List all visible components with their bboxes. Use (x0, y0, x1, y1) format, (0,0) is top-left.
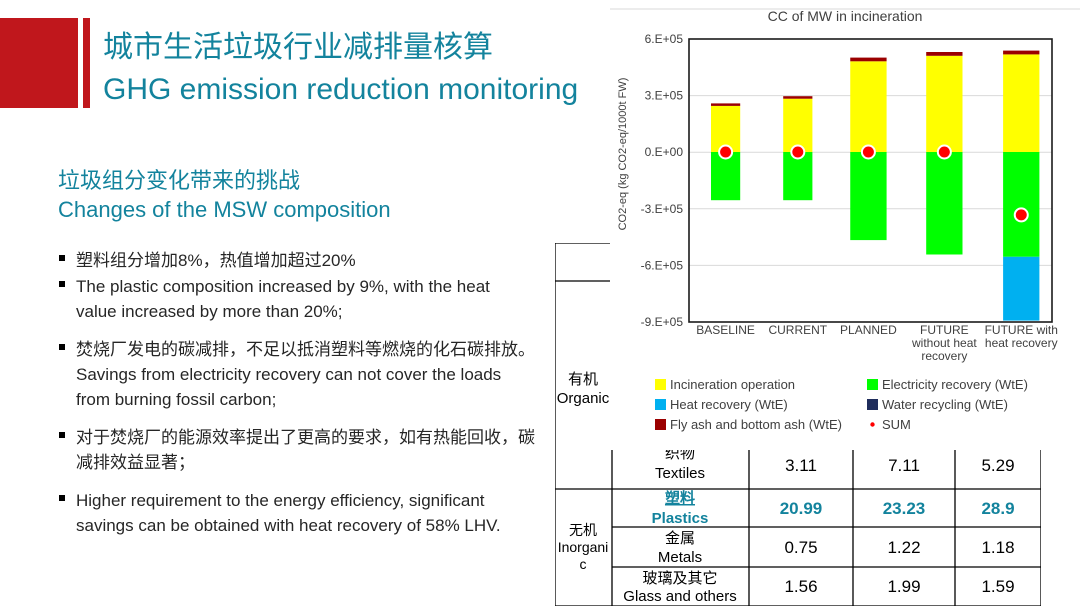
svg-text:7.11: 7.11 (888, 456, 920, 475)
svg-text:5.29: 5.29 (981, 456, 1014, 475)
svg-text:recovery: recovery (921, 349, 967, 363)
svg-text:heat recovery: heat recovery (985, 336, 1058, 350)
svg-text:20.99: 20.99 (780, 499, 823, 518)
svg-text:1.18: 1.18 (981, 538, 1014, 557)
svg-text:Heat recovery (WtE): Heat recovery (WtE) (670, 397, 788, 412)
svg-text:Inorgani: Inorgani (558, 539, 609, 555)
svg-text:without heat: without heat (911, 336, 977, 350)
svg-text:1.99: 1.99 (887, 577, 920, 596)
svg-text:-9.E+05: -9.E+05 (641, 315, 684, 329)
svg-text:Textiles: Textiles (655, 465, 705, 482)
svg-text:BASELINE: BASELINE (696, 323, 755, 337)
svg-text:Water recycling (WtE): Water recycling (WtE) (882, 397, 1008, 412)
svg-text:3.E+05: 3.E+05 (645, 89, 684, 103)
svg-text:PLANNED: PLANNED (840, 323, 897, 337)
svg-text:CURRENT: CURRENT (768, 323, 827, 337)
svg-text:1.22: 1.22 (887, 538, 920, 557)
svg-text:Plastics: Plastics (652, 510, 709, 527)
svg-text:3.11: 3.11 (785, 456, 817, 475)
svg-text:FUTURE: FUTURE (920, 323, 969, 337)
svg-text:Electricity recovery (WtE): Electricity recovery (WtE) (882, 377, 1028, 392)
svg-text:Incineration operation: Incineration operation (670, 377, 795, 392)
svg-text:SUM: SUM (882, 417, 911, 432)
svg-text:玻璃及其它: 玻璃及其它 (642, 569, 717, 587)
svg-text:-6.E+05: -6.E+05 (641, 258, 684, 272)
svg-text:塑料: 塑料 (665, 489, 695, 507)
svg-text:有机: 有机 (568, 371, 598, 388)
svg-text:CO2-eq (kg CO2-eq/1000t FW): CO2-eq (kg CO2-eq/1000t FW) (617, 78, 629, 231)
svg-text:23.23: 23.23 (883, 499, 926, 518)
svg-text:金属: 金属 (665, 530, 695, 547)
svg-text:无机: 无机 (569, 522, 597, 538)
svg-text:Fly ash and bottom ash (WtE): Fly ash and bottom ash (WtE) (670, 417, 842, 432)
svg-text:FUTURE with: FUTURE with (985, 323, 1058, 337)
svg-text:1.59: 1.59 (981, 577, 1014, 596)
svg-text:0.E+00: 0.E+00 (645, 145, 684, 159)
svg-text:Glass and others: Glass and others (623, 588, 736, 605)
svg-text:1.56: 1.56 (784, 577, 817, 596)
svg-text:CC of MW in incineration: CC of MW in incineration (768, 8, 923, 24)
svg-text:28.9: 28.9 (981, 499, 1014, 518)
svg-text:0.75: 0.75 (784, 538, 817, 557)
svg-text:c: c (580, 556, 587, 572)
svg-text:6.E+05: 6.E+05 (645, 32, 684, 46)
svg-text:Organic: Organic (557, 390, 610, 407)
svg-text:Metals: Metals (658, 549, 702, 566)
svg-text:-3.E+05: -3.E+05 (641, 202, 684, 216)
